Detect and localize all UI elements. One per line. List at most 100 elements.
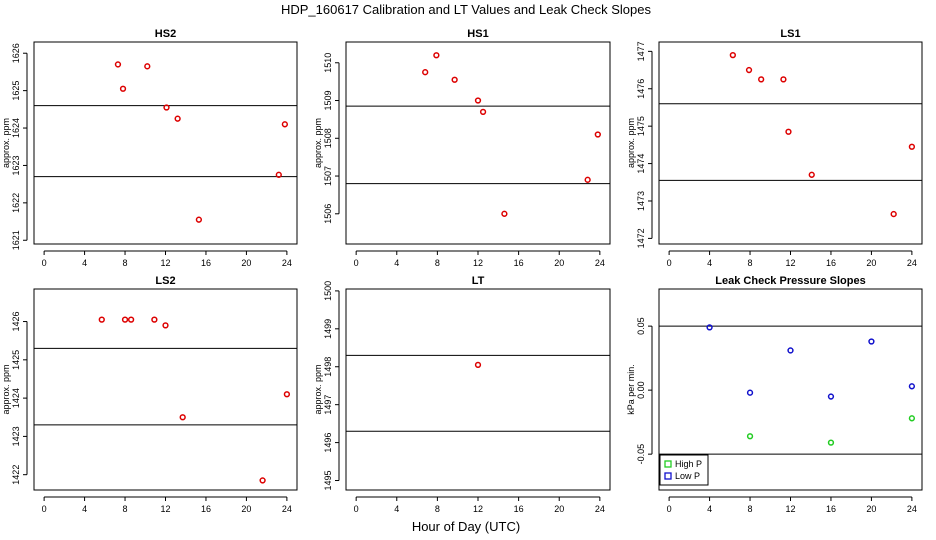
- y-tick-label: 1476: [636, 79, 646, 99]
- x-tick-label: 8: [748, 258, 753, 268]
- x-tick-label: 12: [473, 258, 483, 268]
- y-tick-label: 1475: [636, 116, 646, 136]
- data-point: [474, 97, 482, 104]
- plot-frame: [345, 288, 611, 491]
- data-point: [594, 131, 601, 138]
- data-point: [195, 216, 203, 223]
- panel-hs2: HS2 approx. ppm 0 4 8 12 16 20 24 1621 1622 1623 162…: [1, 28, 298, 268]
- data-point: [162, 322, 169, 329]
- y-tick-label: 1508: [323, 128, 333, 148]
- y-tick-label: 1425: [11, 350, 21, 370]
- x-tick-label: 24: [282, 504, 292, 514]
- data-point: [787, 347, 794, 354]
- legend-marker: [664, 472, 672, 480]
- data-point: [908, 383, 916, 390]
- plot-frame: [658, 41, 923, 245]
- x-tick-label: 0: [42, 258, 47, 268]
- y-tick-label: 1426: [11, 312, 21, 332]
- x-tick-label: 8: [123, 258, 128, 268]
- y-axis-label: approx. ppm: [313, 364, 323, 414]
- data-point: [746, 389, 754, 396]
- data-point: [808, 171, 815, 178]
- x-tick-label: 4: [394, 258, 399, 268]
- x-tick-label: 12: [473, 504, 483, 514]
- data-point: [275, 171, 282, 178]
- y-tick-label: 1626: [11, 43, 21, 63]
- panel-title: Leak Check Pressure Slopes: [715, 275, 865, 287]
- x-tick-label: 24: [282, 258, 292, 268]
- x-tick-label: 16: [514, 504, 524, 514]
- data-point: [827, 393, 835, 400]
- data-point: [584, 176, 591, 183]
- x-tick-label: 20: [866, 258, 876, 268]
- data-point: [746, 433, 754, 440]
- x-tick-label: 16: [826, 258, 836, 268]
- legend-label: Low P: [675, 471, 700, 481]
- y-axis-label: approx. ppm: [1, 364, 11, 414]
- x-tick-label: 24: [907, 504, 917, 514]
- data-point: [98, 316, 105, 323]
- data-point: [281, 121, 289, 128]
- y-tick-label: 1623: [11, 155, 21, 175]
- panel-title: LS2: [155, 275, 175, 287]
- data-point: [174, 115, 181, 122]
- panel-title: LS1: [780, 28, 800, 40]
- x-tick-label: 8: [123, 504, 128, 514]
- y-tick-label: 1474: [636, 154, 646, 174]
- plot-frame: [33, 288, 298, 491]
- data-point: [890, 210, 897, 218]
- x-tick-label: 20: [554, 258, 564, 268]
- data-point: [127, 316, 135, 323]
- y-tick-label: 1509: [323, 91, 333, 111]
- y-tick-label: 1495: [323, 471, 333, 491]
- data-point: [868, 338, 875, 345]
- data-point: [908, 415, 916, 422]
- y-axis-label: kPa per min.: [626, 364, 636, 415]
- data-point: [144, 63, 151, 70]
- x-tick-label: 12: [785, 504, 795, 514]
- x-tick-label: 8: [748, 504, 753, 514]
- x-tick-label: 4: [707, 258, 712, 268]
- x-tick-label: 0: [354, 258, 359, 268]
- x-tick-label: 24: [907, 258, 917, 268]
- panel-ls2: LS2 approx. ppm 0 4 8 12 16 20 24 1422 1423 1424 142…: [1, 275, 298, 514]
- y-tick-label: 1500: [323, 281, 333, 301]
- x-tick-label: 12: [160, 504, 170, 514]
- x-tick-label: 24: [595, 258, 605, 268]
- x-tick-label: 20: [241, 504, 251, 514]
- x-tick-label: 16: [201, 504, 211, 514]
- x-tick-label: 4: [394, 504, 399, 514]
- legend-label: High P: [675, 459, 702, 469]
- panel-hs1: HS1 approx. ppm 0 4 8 12 16 20 24 1506 1507 1508 150…: [313, 28, 611, 268]
- x-tick-label: 4: [82, 504, 87, 514]
- x-tick-label: 12: [785, 258, 795, 268]
- data-point: [706, 324, 713, 331]
- x-tick-label: 16: [201, 258, 211, 268]
- y-tick-label: 1510: [323, 53, 333, 73]
- panel-title: HS1: [467, 28, 488, 40]
- y-tick-label: 0.00: [636, 381, 646, 399]
- legend-marker: [664, 460, 672, 468]
- data-point: [780, 76, 787, 83]
- legend-box: [659, 454, 709, 486]
- legend: High P Low P: [659, 454, 709, 486]
- y-tick-label: 1498: [323, 357, 333, 377]
- x-tick-label: 4: [82, 258, 87, 268]
- panel-ls1: LS1 approx. ppm 0 4 8 12 16 20 24 1472 1473 1474 147…: [626, 28, 923, 268]
- data-point: [908, 143, 916, 150]
- data-point: [163, 104, 170, 111]
- data-point: [121, 316, 129, 323]
- y-tick-label: 1506: [323, 204, 333, 224]
- y-tick-label: -0.05: [636, 444, 646, 465]
- data-point: [114, 61, 122, 68]
- y-tick-label: 1477: [636, 41, 646, 61]
- data-point: [119, 85, 127, 92]
- x-tick-label: 8: [435, 258, 440, 268]
- x-tick-label: 0: [42, 504, 47, 514]
- plot-frame: [658, 288, 923, 491]
- y-tick-label: 1424: [11, 388, 21, 408]
- y-axis-label: approx. ppm: [1, 118, 11, 168]
- y-tick-label: 1422: [11, 465, 21, 485]
- figure-title: HDP_160617 Calibration and LT Values and…: [281, 2, 652, 17]
- figure-xlabel: Hour of Day (UTC): [412, 519, 520, 534]
